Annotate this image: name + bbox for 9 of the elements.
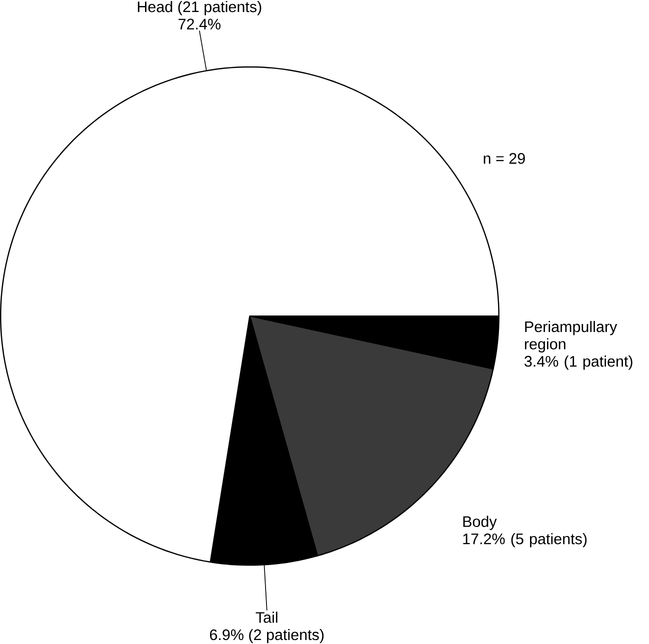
slice-label: Body (463, 516, 497, 530)
text: n = 29 (484, 152, 525, 164)
data-label: 72.4% (178, 18, 220, 30)
data-label: 3.4% (1 patient) (524, 355, 632, 370)
data-label: 17.2% (5 patients) (463, 533, 587, 548)
slice-label: Periampullary region (524, 320, 618, 352)
slice-label: Head (21 patients) (138, 0, 262, 16)
data-label: 6.9% (2 patients) (210, 628, 324, 644)
slice-label: Tail (256, 612, 278, 623)
